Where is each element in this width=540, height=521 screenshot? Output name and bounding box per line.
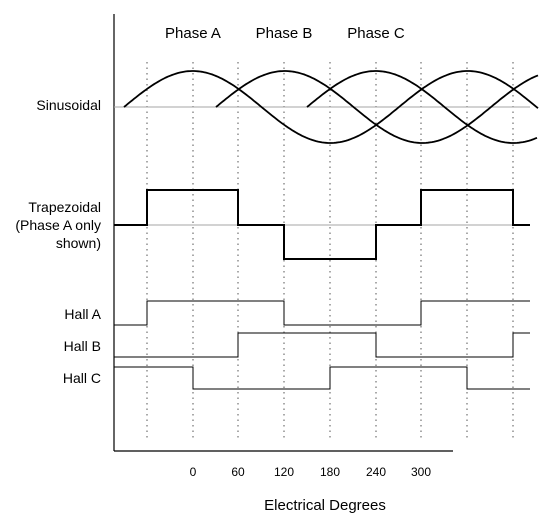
trapezoidal-label-line-1: Trapezoidal	[28, 199, 101, 215]
x-tick-label: 300	[411, 465, 431, 479]
phase-a-sine-curve	[123, 70, 539, 144]
trapezoidal-label-line-3: shown)	[56, 235, 101, 251]
hall-a-signal	[114, 300, 530, 326]
x-tick-label: 60	[231, 465, 245, 479]
trapezoidal-waveform	[114, 189, 530, 260]
x-tick-label: 120	[274, 465, 294, 479]
hall-c-signal	[114, 366, 530, 390]
x-tick-label: 180	[320, 465, 340, 479]
hall-b-signal	[114, 332, 530, 358]
phase-b-label: Phase B	[256, 25, 313, 42]
x-tick-label: 240	[366, 465, 386, 479]
hall-b-label: Hall B	[64, 338, 101, 354]
phase-c-sine-curve	[306, 70, 538, 144]
x-tick-label: 0	[190, 465, 197, 479]
phase-b-sine-curve	[215, 70, 539, 144]
sinusoidal-label: Sinusoidal	[36, 97, 101, 113]
x-axis-title: Electrical Degrees	[264, 497, 386, 514]
hall-a-label: Hall A	[64, 306, 101, 322]
phase-c-label: Phase C	[347, 25, 405, 42]
hall-c-label: Hall C	[63, 370, 101, 386]
trapezoidal-label-line-2: (Phase A only	[15, 217, 101, 233]
phase-a-label: Phase A	[165, 25, 221, 42]
